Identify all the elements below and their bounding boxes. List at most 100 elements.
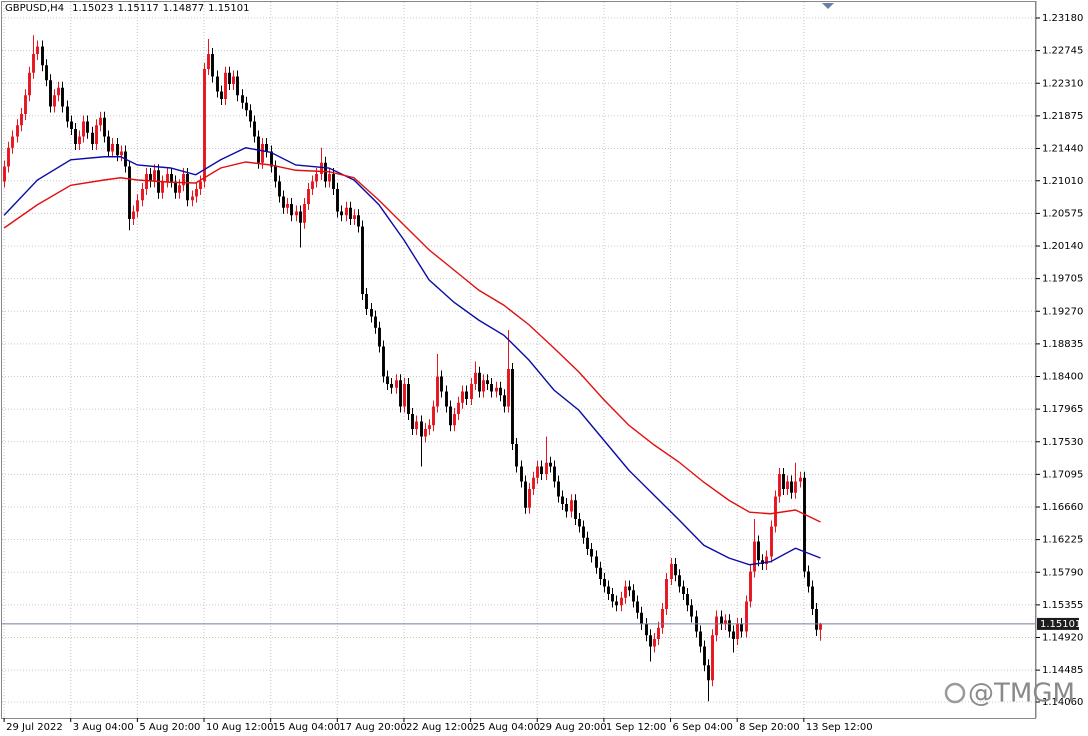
candle-body [349,207,352,219]
candle-body [782,474,785,489]
candle-body [299,211,302,223]
candle-body [499,387,502,396]
candle-body [611,594,614,602]
candle-body [540,466,543,474]
candle-body [653,639,656,647]
price-label: 1.15101 [1040,619,1081,630]
candle-body [340,211,343,216]
watermark-group: @TMGM [944,679,1075,709]
candle-body [511,369,514,444]
candle-body [557,481,560,497]
candle-body [236,76,239,96]
candle-body [520,466,523,482]
candle-body [378,327,381,347]
candle-body [440,376,443,392]
watermark: @TMGM [968,679,1075,709]
candle-body [78,136,81,144]
header-low: 1.14877 [162,3,205,14]
y-tick-label: 1.17095 [1042,469,1083,480]
candle-body [365,294,368,309]
candle-body [570,500,573,512]
candle-body [728,620,731,632]
y-tick-label: 1.21875 [1042,111,1083,122]
candle-body [807,571,810,587]
candle-body [66,106,69,122]
candle-body [116,144,119,156]
candle-body [120,151,123,156]
x-tick-label: 8 Sep 20:00 [739,722,799,733]
candle-body [403,384,406,407]
candle-body [41,46,44,66]
candle-body [24,95,27,114]
candle-body [45,65,48,81]
candle-body [103,117,106,137]
candle-body [361,226,364,294]
candle-body [191,196,194,201]
candle-body [370,309,373,317]
candle-body [141,189,144,201]
candle-body [736,624,739,639]
candle-body [699,631,702,647]
candle-body [207,54,210,69]
candle-body [111,144,114,152]
candle-body [445,391,448,407]
candle-body [420,421,423,437]
candle-body [615,601,618,606]
candle-body [390,384,393,388]
y-tick-label: 1.18400 [1042,372,1083,383]
candle-body [28,72,31,96]
plot-frame [1,1,1036,719]
candle-body [145,174,148,189]
candle-body [57,87,60,96]
y-tick-label: 1.14485 [1042,665,1083,676]
candle-body [449,406,452,426]
y-tick-label: 1.14920 [1042,633,1083,644]
candle-body [799,477,802,482]
candle-body [461,391,464,403]
candle-body [586,537,589,549]
x-tick-label: 10 Aug 12:00 [206,722,273,733]
candle-body [620,597,623,606]
candle-body [678,575,681,587]
candle-body [749,571,752,602]
grid [2,2,1035,718]
candle-body [82,121,85,137]
moving-average [3,161,821,523]
candle-body [241,95,244,103]
candle-body [682,586,685,594]
y-tick-label: 1.14060 [1042,697,1083,708]
candle-body [711,635,714,681]
candle-body [774,496,777,527]
y-tick-label: 1.19270 [1042,306,1083,317]
candle-body [166,174,169,182]
candle-body [536,466,539,478]
header: GBPUSD,H4 1.15023 1.15117 1.14877 1.1510… [5,3,250,14]
candle-body [178,185,181,193]
candle-body [199,181,202,189]
x-tick-label: 1 Sep 12:00 [606,722,666,733]
candle-body [311,181,314,189]
candle-body [353,215,356,219]
candle-body [232,76,235,84]
y-tick-label: 1.16225 [1042,535,1083,546]
moving-average [3,147,821,566]
candle-body [332,174,335,189]
candle-body [182,174,185,186]
x-tick-label: 17 Aug 20:00 [339,722,406,733]
header-open: 1.15023 [72,3,114,14]
candle-body [595,556,598,568]
candle-body [61,87,64,107]
candle-body [628,586,631,591]
candle-body [424,429,427,437]
candle-body [432,406,435,426]
y-tick-label: 1.19705 [1042,274,1083,285]
candle-body [128,166,131,219]
candle-body [532,477,535,489]
candle-body [761,560,764,564]
candles [2,35,1036,702]
candle-body [470,384,473,399]
candle-body [770,526,773,557]
candle-body [382,346,385,377]
